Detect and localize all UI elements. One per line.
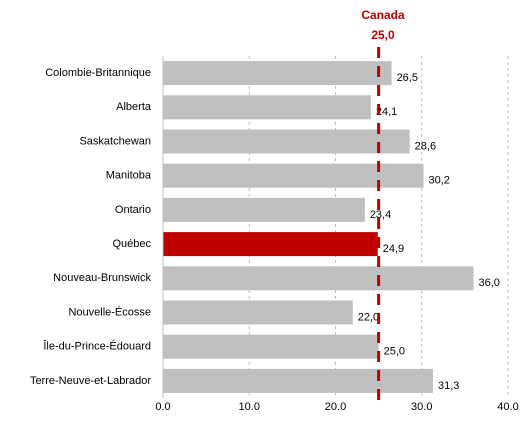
- bar: [163, 368, 433, 393]
- x-tick-label: 20.0: [325, 401, 346, 413]
- y-tick-label: Saskatchewan: [79, 135, 151, 147]
- y-tick-label: Colombie-Britannique: [45, 67, 151, 79]
- value-label: 28,6: [415, 140, 436, 152]
- bar: [163, 334, 379, 359]
- y-tick-label: Nouvelle-Écosse: [68, 305, 151, 318]
- bar: [163, 232, 378, 257]
- x-tick-label: 40.0: [497, 401, 518, 413]
- value-label: 25,0: [384, 346, 405, 358]
- bar: [163, 163, 424, 188]
- x-tick-label: 10.0: [239, 401, 260, 413]
- reference-value: 25,0: [371, 28, 395, 42]
- y-tick-label: Ontario: [115, 204, 151, 216]
- y-tick-label: Terre-Neuve-et-Labrador: [30, 375, 151, 387]
- bar: [163, 300, 353, 325]
- y-tick-label: Manitoba: [106, 170, 152, 182]
- bar: [163, 197, 365, 222]
- value-label: 23,4: [370, 209, 391, 221]
- y-tick-label: Québec: [112, 238, 151, 250]
- value-label: 24,9: [383, 243, 404, 255]
- reference-label: Canada: [361, 8, 405, 22]
- x-tick-label: 0.0: [155, 401, 170, 413]
- bar: [163, 95, 371, 120]
- value-label: 24,1: [376, 106, 397, 118]
- value-label: 36,0: [479, 277, 500, 289]
- y-tick-label: Nouveau-Brunswick: [53, 272, 151, 284]
- bar: [163, 61, 392, 86]
- value-label: 31,3: [438, 380, 459, 392]
- bar: [163, 129, 410, 154]
- x-tick-label: 30.0: [411, 401, 432, 413]
- value-label: 26,5: [397, 72, 418, 84]
- y-tick-label: Île-du-Prince-Édouard: [42, 340, 151, 353]
- value-label: 22,0: [358, 311, 379, 323]
- y-tick-label: Alberta: [116, 101, 152, 113]
- value-label: 30,2: [428, 175, 449, 187]
- bar: [163, 266, 474, 291]
